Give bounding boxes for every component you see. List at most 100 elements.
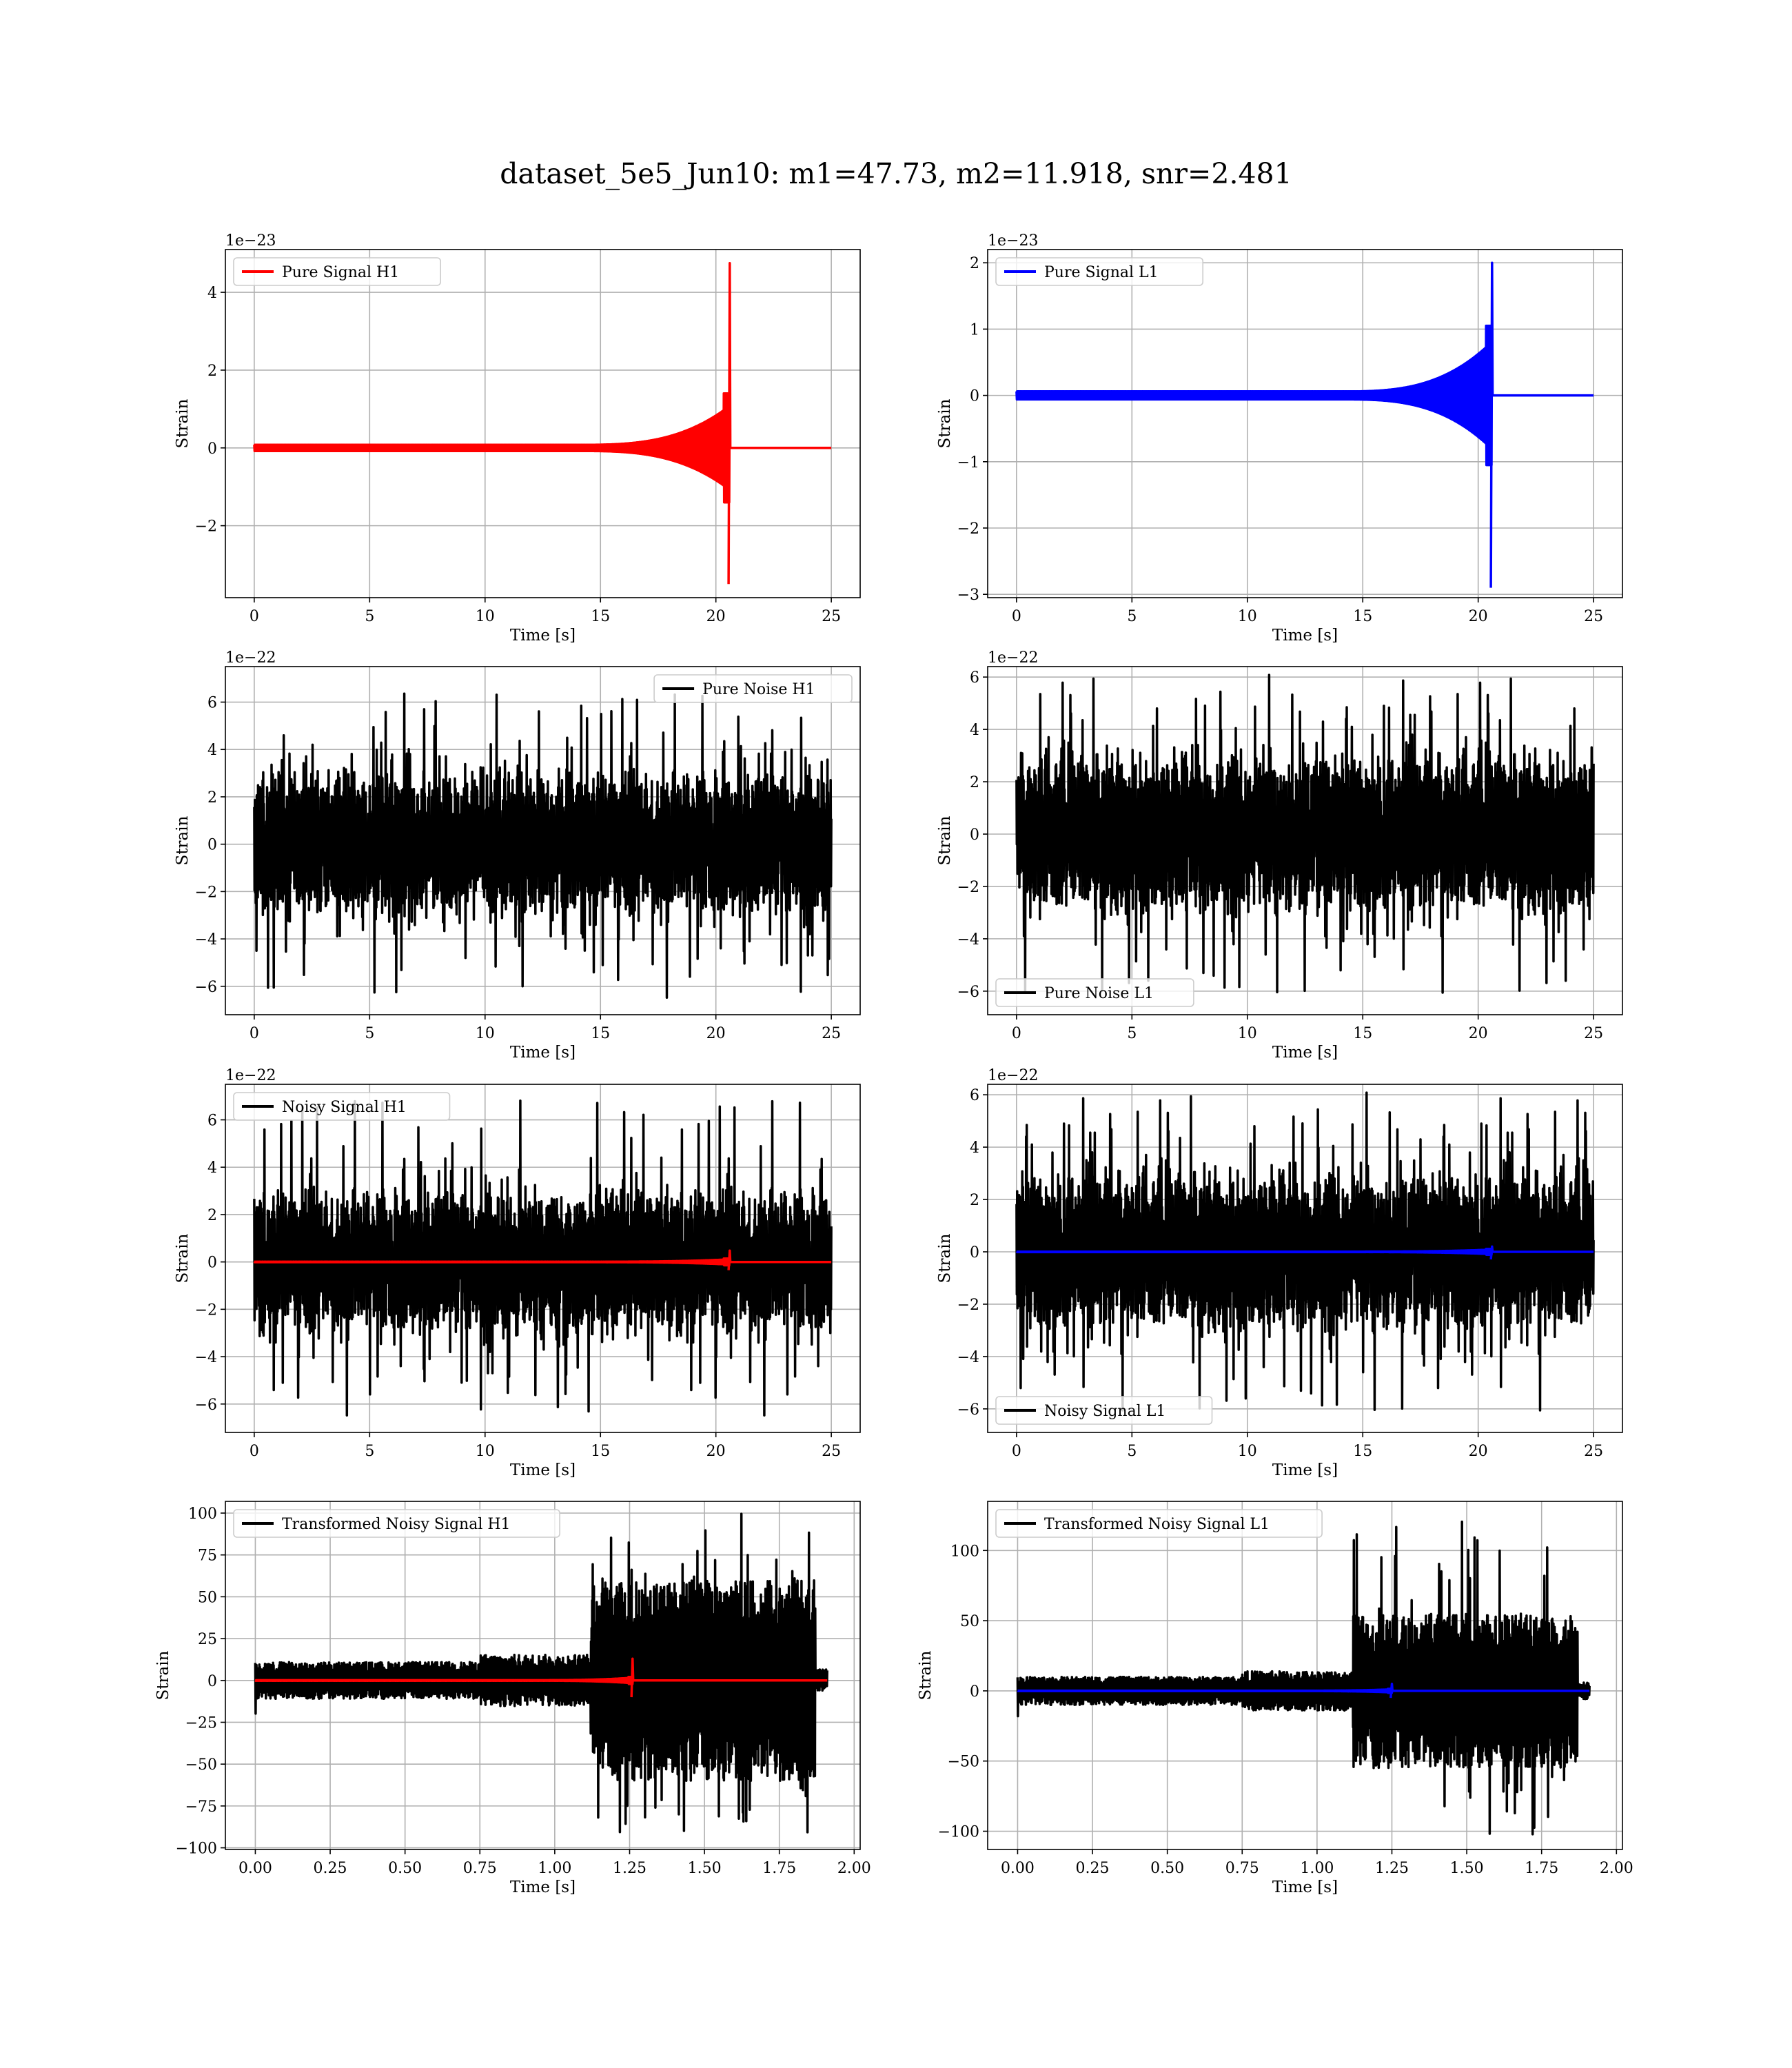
legend: Noisy Signal L1 [995,1396,1213,1425]
pure-signal-l1-chart: 0 5 10 15 20 25 −3 −2 −1 0 1 2 Time [s] Strain 1e−23 Pu… [936,232,1623,645]
y-axis-label: Strain [154,1650,172,1700]
legend: Pure Noise H1 [653,674,853,703]
y-tick-label: 2 [207,1207,217,1224]
legend-label: Pure Signal H1 [282,264,399,281]
x-tick-label: 1.75 [762,1860,796,1877]
y-axis-label: Strain [174,815,192,865]
series-line [1015,673,1595,994]
x-tick-label: 10 [1238,1025,1257,1042]
series-line [1015,261,1595,588]
x-tick-label: 1.75 [1525,1860,1558,1877]
x-tick-label: 1.00 [1300,1860,1334,1877]
axes-frame [987,1084,1623,1433]
legend-label: Noisy Signal L1 [1044,1403,1165,1420]
x-tick-label: 1.25 [1375,1860,1409,1877]
y-tick-label: 0 [970,827,979,844]
series-line [253,1249,833,1270]
x-tick-label: 20 [1469,1443,1488,1460]
x-tick-label: 25 [1584,1025,1603,1042]
y-tick-label: −75 [185,1798,217,1816]
legend-label: Pure Signal L1 [1044,264,1159,281]
x-tick-label: 15 [591,608,610,625]
y-tick-label: −4 [957,1349,979,1366]
series-line [254,1657,828,1698]
legend: Transformed Noisy Signal H1 [233,1509,560,1538]
x-tick-label: 25 [822,608,841,625]
series-line [254,1512,828,1834]
y-tick-label: 6 [207,1113,217,1130]
legend-label: Noisy Signal H1 [282,1099,407,1116]
x-tick-label: 0 [250,1025,259,1042]
offset-text: 1e−23 [225,232,276,250]
transformed-noisy-signal-h1-chart: 0.00 0.25 0.50 0.75 1.00 1.25 1.50 1.75 2.00 −100… [154,1501,871,1896]
x-tick-label: 0.25 [314,1860,347,1877]
x-tick-label: 2.00 [1600,1860,1633,1877]
x-tick-label: 10 [476,1443,495,1460]
y-tick-label: −6 [195,1397,217,1414]
axes-frame [225,249,861,598]
x-axis-label: Time [s] [510,627,576,645]
y-tick-label: 50 [960,1613,979,1630]
series-line [1017,1682,1591,1699]
axes-frame [225,1501,861,1850]
x-tick-label: 0.75 [463,1860,497,1877]
y-axis-label: Strain [174,398,192,448]
legend: Noisy Signal H1 [233,1092,451,1121]
x-tick-label: 0 [250,608,259,625]
x-tick-label: 1.50 [688,1860,722,1877]
y-tick-label: −4 [195,1349,217,1366]
y-tick-label: 6 [207,695,217,712]
x-axis-label: Time [s] [1272,1461,1338,1479]
legend-label: Transformed Noisy Signal H1 [282,1516,511,1533]
legend-box [995,1396,1213,1425]
y-tick-label: −4 [957,931,979,949]
y-tick-label: −25 [185,1714,217,1732]
y-tick-label: −2 [195,518,217,536]
y-tick-label: −2 [195,884,217,901]
y-tick-label: 6 [970,1087,979,1104]
y-tick-label: 2 [207,789,217,807]
noisy-signal-l1-chart: 0 5 10 15 20 25 −6 −4 −2 0 2 4 6 Time [s] Strain 1e−22 N… [936,1067,1623,1479]
legend-box [233,1509,560,1538]
x-tick-label: 20 [1469,608,1488,625]
y-tick-label: 0 [207,837,217,854]
x-tick-label: 10 [1238,1443,1257,1460]
x-axis-label: Time [s] [510,1461,576,1479]
x-tick-label: 0.25 [1076,1860,1110,1877]
x-tick-label: 0 [250,1443,259,1460]
x-tick-label: 1.00 [538,1860,571,1877]
x-tick-label: 25 [1584,1443,1603,1460]
x-axis-label: Time [s] [510,1044,576,1062]
series-group [1015,1091,1595,1412]
y-tick-label: −1 [957,454,979,472]
y-tick-label: −2 [195,1301,217,1319]
x-tick-label: 0 [1012,1443,1021,1460]
y-tick-label: −3 [957,587,979,604]
y-tick-label: 0 [207,1673,217,1690]
y-tick-label: 0 [970,1244,979,1261]
y-tick-label: −6 [957,1401,979,1419]
axes-frame [987,666,1623,1015]
x-tick-label: 15 [1353,1025,1372,1042]
y-tick-label: 2 [970,255,979,272]
legend-box [233,257,442,286]
y-tick-label: −50 [948,1754,979,1771]
y-axis-label: Strain [936,398,954,448]
series-line [253,1099,833,1417]
series-group [254,1512,828,1834]
offset-text: 1e−23 [988,232,1038,250]
legend-label: Pure Noise H1 [702,681,815,698]
y-tick-label: 0 [207,1255,217,1272]
x-tick-label: 0.50 [388,1860,422,1877]
series-line [253,261,833,585]
legend: Pure Signal H1 [233,257,442,286]
y-tick-label: 2 [970,774,979,791]
y-tick-label: 4 [207,285,217,302]
y-tick-label: 2 [207,363,217,380]
y-axis-label: Strain [917,1650,935,1700]
x-tick-label: 5 [365,1443,374,1460]
x-tick-label: 20 [706,1443,726,1460]
x-tick-label: 20 [706,1025,726,1042]
x-tick-label: 5 [365,1025,374,1042]
x-tick-label: 5 [1127,608,1137,625]
